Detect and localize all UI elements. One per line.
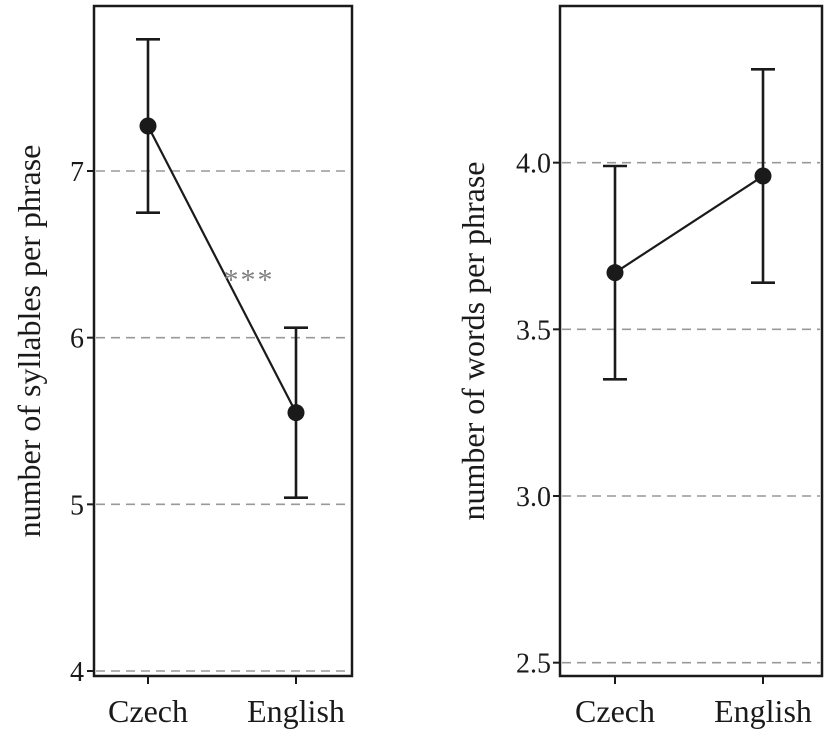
left-panel-syllables: 4 5 6 7 Czech English number of syllables per … <box>11 4 354 729</box>
x-tick-label: Czech <box>575 693 655 729</box>
significance-annotation: *** <box>224 263 275 296</box>
x-tick-label: English <box>247 693 345 729</box>
axis-frame <box>92 4 354 678</box>
right-panel-words: 2.5 3.0 3.5 4.0 Czech English number of words … <box>455 4 824 729</box>
y-tick-label: 7 <box>70 157 84 188</box>
y-tick-label: 4.0 <box>516 149 551 180</box>
connector-line <box>147 125 297 414</box>
x-tick-label: English <box>714 693 812 729</box>
y-axis-title: number of syllables per phrase <box>11 145 47 538</box>
data-point <box>754 167 772 185</box>
y-tick-label: 4 <box>70 657 84 688</box>
y-tick-label: 2.5 <box>516 649 551 680</box>
data-point <box>287 404 305 422</box>
y-tick-label: 3.5 <box>516 315 551 346</box>
data-point <box>606 264 624 282</box>
axis-frame <box>558 4 824 678</box>
data-point <box>139 117 157 135</box>
y-tick-label: 6 <box>70 324 84 355</box>
connector-line <box>614 175 764 274</box>
y-axis-title: number of words per phrase <box>455 162 491 521</box>
x-tick-label: Czech <box>108 693 188 729</box>
y-tick-label: 5 <box>70 490 84 521</box>
y-tick-label: 3.0 <box>516 482 551 513</box>
